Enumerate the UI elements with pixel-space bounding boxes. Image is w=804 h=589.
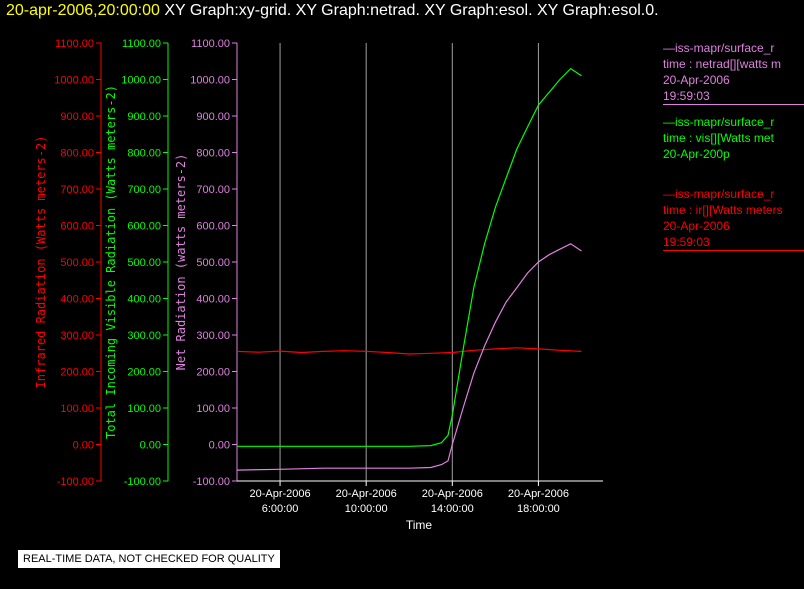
y-axis-2-tick-label-5: 400.00 bbox=[196, 294, 230, 306]
y-axis-title-1: Total Incoming Visible Radiation (Watts … bbox=[104, 85, 118, 439]
y-axis-1-tick-label-11: 1000.00 bbox=[121, 75, 161, 87]
x-tick-label-date-0: 20-Apr-2006 bbox=[249, 488, 310, 500]
y-axis-2-tick-label-1: 0.00 bbox=[209, 440, 230, 452]
x-axis-title: Time bbox=[406, 518, 433, 532]
title-bar: 20-apr-2006,20:00:00 XY Graph:xy-grid. X… bbox=[6, 2, 659, 20]
y-axis-1-tick-label-0: -100.00 bbox=[124, 476, 161, 488]
title-graph-list: XY Graph:xy-grid. XY Graph:netrad. XY Gr… bbox=[164, 2, 659, 19]
legend-netrad-rule bbox=[663, 104, 804, 105]
x-tick-label-date-2: 20-Apr-2006 bbox=[422, 488, 483, 500]
y-axis-0-tick-label-2: 100.00 bbox=[60, 403, 94, 415]
legend-vis-line-2: time : vis[][Watts met bbox=[663, 131, 774, 145]
legend-entry-ir: —iss-mapr/surface_r time : ir[][Watts me… bbox=[663, 186, 804, 251]
x-tick-label-time-0: 6:00:00 bbox=[262, 503, 299, 515]
y-axis-0-tick-label-10: 900.00 bbox=[60, 111, 94, 123]
y-axis-2-tick-label-8: 700.00 bbox=[196, 184, 230, 196]
y-axis-1-tick-label-5: 400.00 bbox=[127, 294, 161, 306]
y-axis-2-tick-label-0: -100.00 bbox=[193, 476, 230, 488]
legend-ir-line-1: —iss-mapr/surface_r bbox=[663, 187, 775, 201]
y-axis-2-tick-label-4: 300.00 bbox=[196, 330, 230, 342]
legend-vis-line-1: —iss-mapr/surface_r bbox=[663, 115, 775, 129]
y-axis-1-tick-label-9: 800.00 bbox=[127, 148, 161, 160]
legend-netrad-line-4: 19:59:03 bbox=[663, 89, 710, 103]
y-axis-title-0: Infrared Radiation (Watts meters-2) bbox=[34, 136, 48, 389]
y-axis-0-tick-label-7: 600.00 bbox=[60, 221, 94, 233]
y-axis-2-tick-label-2: 100.00 bbox=[196, 403, 230, 415]
series-line-1 bbox=[237, 67, 582, 447]
y-axis-0-tick-label-1: 0.00 bbox=[73, 440, 94, 452]
y-axis-0-tick-label-5: 400.00 bbox=[60, 294, 94, 306]
legend-netrad-line-2: time : netrad[][watts m bbox=[663, 57, 782, 71]
y-axis-0-tick-label-0: -100.00 bbox=[57, 476, 94, 488]
y-axis-0-tick-label-8: 700.00 bbox=[60, 184, 94, 196]
y-axis-1-tick-label-7: 600.00 bbox=[127, 221, 161, 233]
y-axis-2-tick-label-6: 500.00 bbox=[196, 257, 230, 269]
y-axis-0-tick-label-12: 1100.00 bbox=[55, 38, 94, 50]
y-axis-0-tick-label-6: 500.00 bbox=[60, 257, 94, 269]
legend-ir-rule bbox=[663, 250, 804, 251]
y-axis-1-tick-label-8: 700.00 bbox=[127, 184, 161, 196]
y-axis-1-tick-label-2: 100.00 bbox=[127, 403, 161, 415]
y-axis-2-tick-label-10: 900.00 bbox=[196, 111, 230, 123]
legend-ir-line-4: 19:59:03 bbox=[663, 235, 710, 249]
x-tick-label-date-1: 20-Apr-2006 bbox=[336, 488, 397, 500]
y-axis-1-tick-label-6: 500.00 bbox=[127, 257, 161, 269]
y-axis-2-tick-label-3: 200.00 bbox=[196, 367, 230, 379]
y-axis-1-tick-label-1: 0.00 bbox=[140, 440, 161, 452]
y-axis-2-tick-label-7: 600.00 bbox=[196, 221, 230, 233]
x-tick-label-time-3: 18:00:00 bbox=[517, 503, 560, 515]
series-line-2 bbox=[236, 243, 582, 471]
y-axis-0-tick-label-11: 1000.00 bbox=[54, 75, 94, 87]
x-tick-label-time-2: 14:00:00 bbox=[431, 503, 474, 515]
quality-notice: REAL-TIME DATA, NOT CHECKED FOR QUALITY bbox=[18, 550, 280, 568]
y-axis-2-tick-label-11: 1000.00 bbox=[190, 75, 230, 87]
y-axis-1-tick-label-3: 200.00 bbox=[127, 367, 161, 379]
legend-ir-line-3: 20-Apr-2006 bbox=[663, 219, 730, 233]
y-axis-2-tick-label-12: 1100.00 bbox=[191, 38, 230, 50]
y-axis-1-tick-label-10: 900.00 bbox=[127, 111, 161, 123]
title-datetime: 20-apr-2006,20:00:00 bbox=[6, 2, 160, 19]
legend-entry-vis: —iss-mapr/surface_r time : vis[][Watts m… bbox=[663, 114, 804, 162]
y-axis-2-tick-label-9: 800.00 bbox=[196, 148, 230, 160]
series-line-0 bbox=[236, 347, 582, 355]
x-tick-label-date-3: 20-Apr-2006 bbox=[508, 488, 569, 500]
x-tick-label-time-1: 10:00:00 bbox=[345, 503, 388, 515]
y-axis-1-tick-label-4: 300.00 bbox=[127, 330, 161, 342]
legend-entry-netrad: —iss-mapr/surface_r time : netrad[][watt… bbox=[663, 40, 804, 105]
legend-netrad-line-3: 20-Apr-2006 bbox=[663, 73, 730, 87]
legend-vis-line-3: 20-Apr-200p bbox=[663, 147, 730, 161]
legend-ir-line-2: time : ir[][Watts meters bbox=[663, 203, 783, 217]
y-axis-0-tick-label-4: 300.00 bbox=[60, 330, 94, 342]
legend-netrad-line-1: —iss-mapr/surface_r bbox=[663, 41, 775, 55]
y-axis-1-tick-label-12: 1100.00 bbox=[122, 38, 161, 50]
y-axis-0-tick-label-3: 200.00 bbox=[60, 367, 94, 379]
y-axis-title-2: Net Radiation (watts meters-2) bbox=[174, 154, 188, 371]
y-axis-0-tick-label-9: 800.00 bbox=[60, 148, 94, 160]
